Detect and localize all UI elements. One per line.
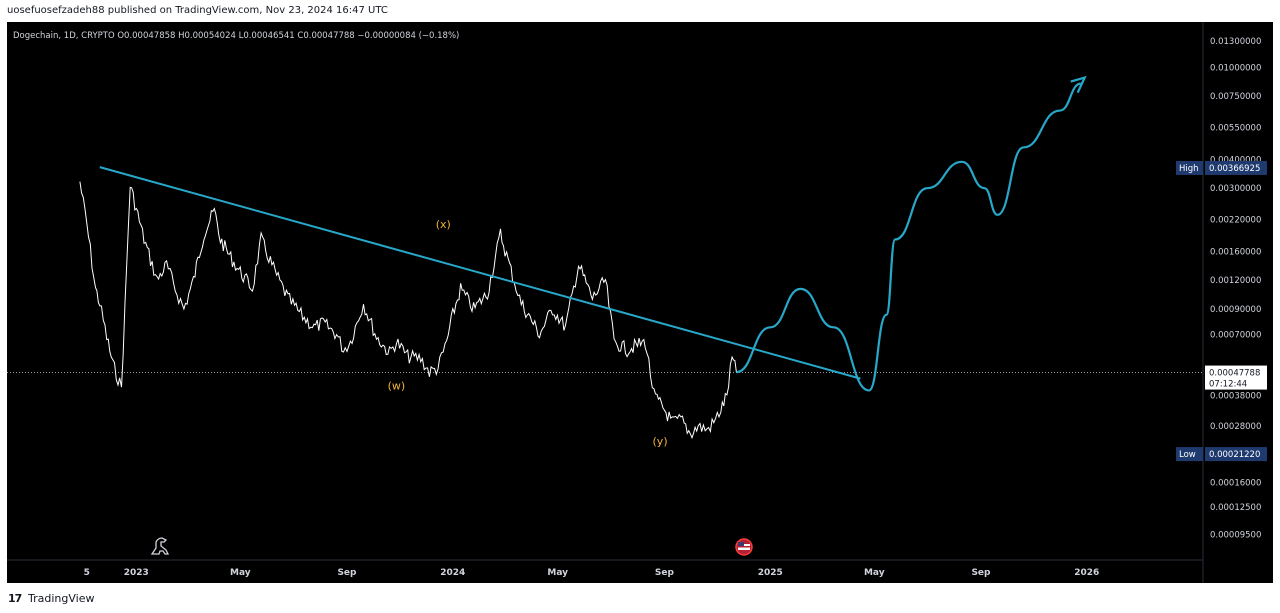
footer: 17 TradingView xyxy=(0,583,1280,613)
y-tick-label: 0.00016000 xyxy=(1210,478,1261,488)
y-tick-label: 0.00070000 xyxy=(1210,330,1261,340)
chart-marks: 0.01300000 0.01000000 0.00750000 0.00550000… xyxy=(7,37,1267,578)
x-tick-label: 2023 xyxy=(124,568,149,578)
price-tag-bg xyxy=(1205,160,1267,175)
y-tick-label: 0.00220000 xyxy=(1210,215,1261,225)
wave-label: (x) xyxy=(436,218,451,231)
price-tag-label-bg xyxy=(1176,160,1203,175)
price-series xyxy=(79,181,737,440)
price-tag-value: 0.00021220 xyxy=(1209,450,1260,460)
trendline xyxy=(99,166,861,380)
flag-icon xyxy=(735,538,753,556)
y-tick-label: 0.00090000 xyxy=(1210,305,1261,315)
tradingview-logo-icon: 17 xyxy=(8,592,22,605)
chart-area[interactable]: Dogechain, 1D, CRYPTO O0.00047858 H0.000… xyxy=(7,22,1273,583)
price-tag-bg xyxy=(1205,447,1267,462)
publish-text: uosefuosefzadeh88 published on TradingVi… xyxy=(7,5,388,16)
y-tick-label: 0.01300000 xyxy=(1210,37,1261,47)
chart-legend: Dogechain, 1D, CRYPTO O0.00047858 H0.000… xyxy=(13,31,459,41)
x-tick-label: 2026 xyxy=(1074,568,1099,578)
x-tick-label: May xyxy=(230,568,251,578)
x-tick-label: May xyxy=(864,568,885,578)
y-tick-label: 0.00120000 xyxy=(1210,276,1261,286)
projection-arrow xyxy=(1070,75,1087,94)
y-tick-label: 0.00750000 xyxy=(1210,92,1261,102)
price-tag-value: 0.00366925 xyxy=(1209,164,1260,174)
y-tick-label: 0.00400000 xyxy=(1210,155,1261,165)
price-chart[interactable]: Dogechain, 1D, CRYPTO O0.00047858 H0.000… xyxy=(7,22,1273,583)
projection-path xyxy=(736,82,1082,392)
y-tick-label: 0.00038000 xyxy=(1210,392,1261,402)
wave-label: (y) xyxy=(653,435,668,448)
publish-bar: uosefuosefzadeh88 published on TradingVi… xyxy=(0,0,1280,22)
price-tag-label: High xyxy=(1179,164,1199,174)
last-price-countdown: 07:12:44 xyxy=(1209,380,1247,390)
x-tick-label: Sep xyxy=(971,568,991,578)
dino-icon xyxy=(150,537,170,555)
last-price-tag-bg xyxy=(1205,365,1267,390)
y-tick-label: 0.01000000 xyxy=(1210,63,1261,73)
y-tick-label: 0.00160000 xyxy=(1210,247,1261,257)
last-price-value: 0.00047788 xyxy=(1209,369,1260,379)
y-tick-label: 0.00009500 xyxy=(1210,531,1261,541)
wave-label: (w) xyxy=(388,380,406,393)
price-tag-label-bg xyxy=(1176,447,1203,462)
price-tag-label: Low xyxy=(1179,450,1196,460)
x-tick-label: Sep xyxy=(655,568,675,578)
x-tick-label: Sep xyxy=(337,568,357,578)
chart-background xyxy=(7,22,1273,583)
y-tick-label: 0.00550000 xyxy=(1210,123,1261,133)
y-tick-label: 0.00028000 xyxy=(1210,422,1261,432)
x-tick-label: 5 xyxy=(84,568,90,578)
y-tick-label: 0.00300000 xyxy=(1210,184,1261,194)
x-tick-label: May xyxy=(547,568,568,578)
footer-brand: TradingView xyxy=(28,592,95,605)
y-tick-label: 0.00012500 xyxy=(1210,503,1261,513)
x-tick-label: 2025 xyxy=(758,568,783,578)
x-tick-label: 2024 xyxy=(440,568,465,578)
